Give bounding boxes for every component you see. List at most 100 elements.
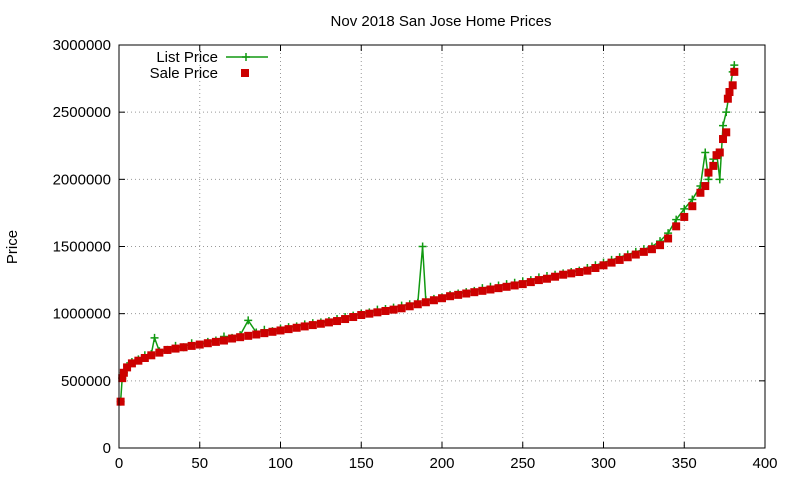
sale-price-point — [486, 285, 495, 294]
series-layer — [116, 61, 739, 406]
sale-price-point — [704, 168, 713, 177]
y-tick-label: 2500000 — [53, 104, 111, 121]
list-price-point — [704, 175, 713, 184]
sale-price-point — [723, 94, 732, 103]
list-price-point — [722, 108, 731, 117]
y-tick-label: 1000000 — [53, 306, 111, 323]
sale-price-point — [494, 284, 503, 293]
sale-price-point — [140, 353, 149, 362]
sale-price-point — [607, 258, 616, 267]
grid — [119, 45, 765, 448]
sale-price-point — [722, 128, 731, 137]
sale-price-point — [349, 313, 358, 322]
x-tick-label: 0 — [115, 455, 123, 472]
sale-price-point — [526, 278, 535, 287]
sale-price-point — [623, 253, 632, 262]
sale-price-point — [228, 334, 237, 343]
sale-price-point — [300, 322, 309, 331]
x-tick-label: 300 — [591, 455, 616, 472]
chart-title: Nov 2018 San Jose Home Prices — [331, 13, 552, 30]
ticks: 0 50 100 150 200 250 300 350 400 0 500000 1000000 15… — [53, 37, 778, 472]
sale-price-point — [728, 81, 737, 90]
x-tick-label: 350 — [672, 455, 697, 472]
list-price-point — [688, 195, 697, 204]
sale-price-point — [127, 359, 136, 368]
series-line-list-price — [119, 65, 736, 402]
sale-price-point — [438, 294, 446, 303]
sale-price-point — [316, 319, 325, 328]
sale-price-point — [236, 333, 245, 342]
sale-price-point — [575, 268, 584, 277]
sale-price-point — [381, 306, 390, 315]
sale-price-point — [615, 255, 624, 264]
sale-price-point — [413, 300, 422, 309]
list-price-point — [418, 242, 427, 251]
sale-price-point — [656, 241, 665, 250]
sale-price-point — [123, 363, 132, 372]
sale-price-point — [730, 67, 739, 76]
sale-price-point — [244, 331, 253, 340]
sale-price-point — [551, 272, 560, 281]
x-tick-label: 150 — [349, 455, 374, 472]
sale-price-point — [534, 276, 543, 285]
sale-price-point — [672, 222, 681, 231]
sale-price-point — [542, 274, 551, 283]
sale-price-point — [567, 269, 576, 278]
y-axis-label: Price — [4, 230, 21, 264]
list-price-point — [730, 61, 739, 70]
sale-price-point — [179, 343, 188, 352]
sale-price-point — [292, 323, 301, 332]
sale-price-point — [308, 321, 317, 330]
sale-price-point — [709, 161, 718, 170]
sale-price-point — [583, 266, 592, 275]
sale-price-point — [389, 305, 398, 314]
x-tick-label: 100 — [268, 455, 293, 472]
list-price-point — [715, 175, 724, 184]
sale-price-point — [664, 234, 673, 243]
sale-price-point — [276, 326, 285, 335]
list-price-point — [244, 316, 253, 325]
sale-price-point — [478, 286, 487, 295]
sale-price-point — [252, 330, 261, 339]
list-price-point — [719, 121, 728, 130]
sale-price-point — [446, 292, 455, 301]
sale-price-point — [284, 325, 293, 334]
y-tick-label: 1500000 — [53, 239, 111, 256]
sale-price-point — [647, 245, 656, 254]
sale-price-point — [429, 296, 438, 305]
sale-price-point — [134, 356, 143, 365]
sale-price-point — [341, 315, 350, 324]
sale-price-point — [203, 339, 212, 348]
legend-cross-list-price — [242, 53, 250, 61]
list-price-point — [701, 148, 710, 157]
sale-price-point — [171, 344, 180, 353]
sale-price-point — [725, 88, 734, 97]
legend: List Price Sale Price — [150, 49, 268, 82]
sale-price-point — [631, 250, 640, 259]
sale-price-point — [639, 247, 648, 256]
sale-price-point — [599, 261, 608, 270]
sale-price-point — [268, 327, 277, 336]
sale-price-point — [680, 212, 689, 221]
sale-price-point — [518, 280, 527, 289]
sale-price-point — [688, 202, 697, 211]
y-tick-label: 2000000 — [53, 171, 111, 188]
legend-marker-sale-price — [241, 69, 249, 77]
sale-price-point — [559, 270, 568, 279]
sale-price-point — [502, 282, 511, 291]
sale-price-point — [155, 348, 164, 357]
sale-price-point — [365, 309, 374, 318]
sale-price-point — [324, 318, 333, 327]
y-tick-label: 0 — [103, 440, 111, 457]
x-tick-label: 250 — [510, 455, 535, 472]
list-price-point — [150, 333, 159, 342]
sale-price-point — [211, 337, 220, 346]
list-price-point — [680, 204, 689, 213]
sale-price-point — [147, 351, 156, 360]
sale-price-point — [715, 148, 724, 157]
sale-price-point — [719, 135, 728, 144]
list-price-point — [672, 215, 681, 224]
y-tick-label: 3000000 — [53, 37, 111, 54]
x-tick-label: 50 — [191, 455, 208, 472]
